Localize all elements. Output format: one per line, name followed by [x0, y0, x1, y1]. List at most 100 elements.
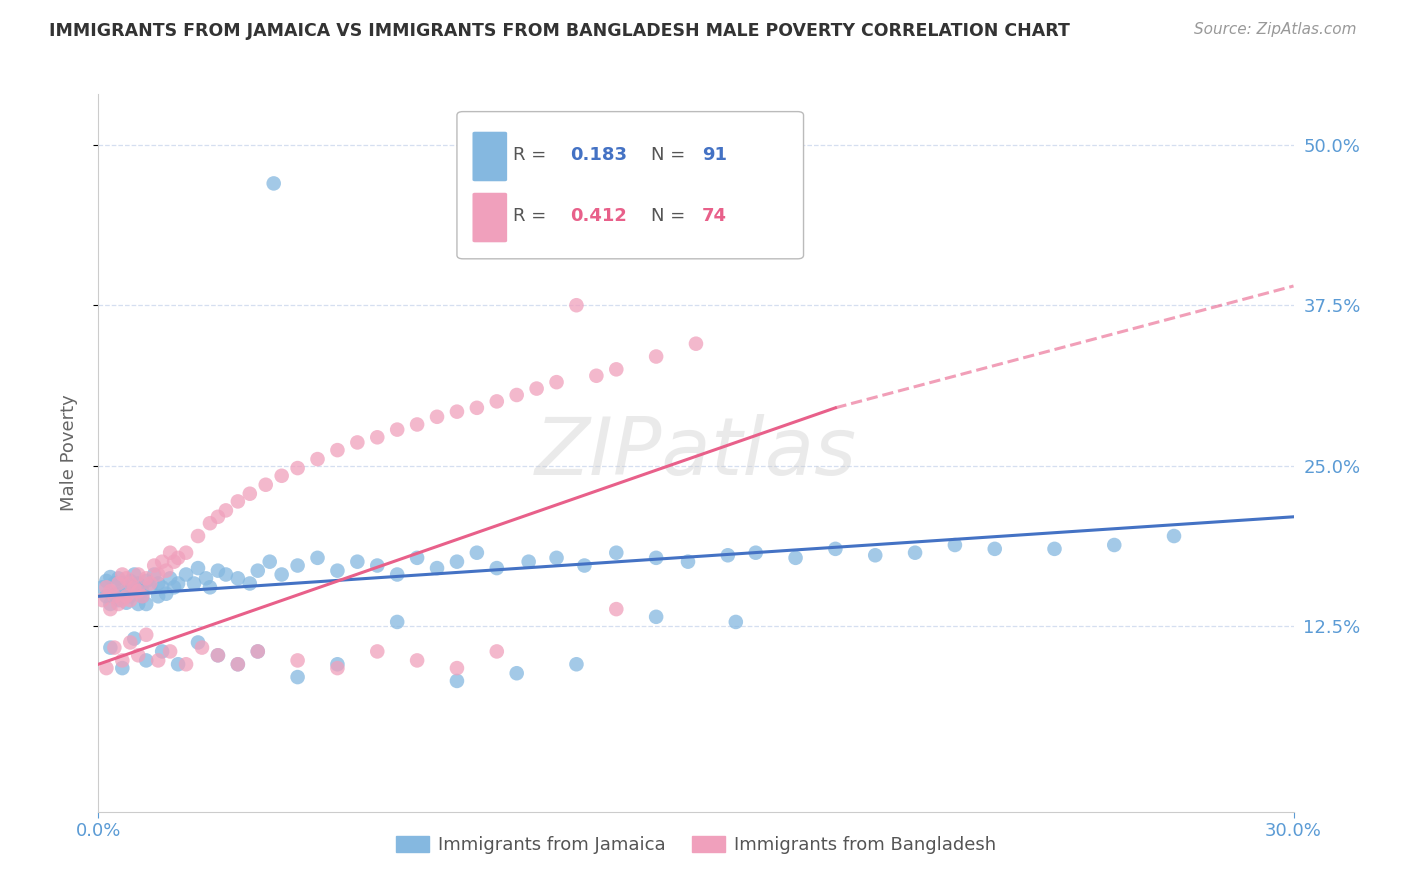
FancyBboxPatch shape: [457, 112, 804, 259]
Point: [98, 597, 122, 611]
Point: [406, 417, 429, 432]
Point: [406, 653, 429, 667]
Point: [287, 670, 309, 684]
Point: [465, 546, 488, 560]
Point: [143, 567, 166, 582]
Point: [127, 584, 149, 599]
Point: [239, 487, 262, 501]
Point: [645, 550, 668, 565]
Point: [605, 546, 627, 560]
Point: [111, 576, 134, 591]
Point: [239, 576, 262, 591]
Point: [745, 546, 768, 560]
Point: [187, 635, 209, 649]
Point: [326, 661, 349, 675]
Point: [111, 661, 134, 675]
Point: [131, 584, 153, 599]
Point: [254, 477, 277, 491]
Point: [943, 538, 966, 552]
Point: [131, 590, 153, 604]
Point: [174, 567, 197, 582]
Point: [174, 546, 197, 560]
Point: [111, 590, 134, 604]
Point: [207, 564, 229, 578]
Point: [446, 555, 468, 569]
Point: [585, 368, 607, 383]
Point: [226, 571, 249, 585]
Point: [120, 574, 142, 588]
Point: [135, 574, 157, 588]
Point: [226, 494, 249, 508]
Point: [517, 555, 540, 569]
Point: [103, 590, 125, 604]
Point: [263, 177, 285, 191]
Point: [1104, 538, 1126, 552]
FancyBboxPatch shape: [472, 193, 508, 243]
Point: [645, 350, 668, 364]
Text: IMMIGRANTS FROM JAMAICA VS IMMIGRANTS FROM BANGLADESH MALE POVERTY CORRELATION C: IMMIGRANTS FROM JAMAICA VS IMMIGRANTS FR…: [49, 22, 1070, 40]
Point: [127, 576, 149, 591]
Point: [148, 590, 170, 604]
Point: [526, 382, 548, 396]
Point: [96, 580, 118, 594]
Point: [565, 298, 588, 312]
Point: [785, 550, 807, 565]
Point: [98, 640, 122, 655]
Text: 91: 91: [702, 145, 727, 164]
Text: Source: ZipAtlas.com: Source: ZipAtlas.com: [1194, 22, 1357, 37]
Point: [91, 593, 114, 607]
Point: [115, 596, 138, 610]
Point: [91, 580, 114, 594]
Point: [246, 644, 269, 658]
Point: [824, 541, 846, 556]
Point: [120, 635, 142, 649]
Point: [187, 561, 209, 575]
Point: [139, 580, 162, 594]
Point: [167, 550, 190, 565]
Point: [246, 564, 269, 578]
Point: [346, 435, 368, 450]
Text: 0.412: 0.412: [571, 207, 627, 225]
Point: [1163, 529, 1185, 543]
FancyBboxPatch shape: [472, 132, 508, 181]
Point: [148, 653, 170, 667]
Text: 0.183: 0.183: [571, 145, 627, 164]
Point: [120, 593, 142, 607]
Point: [135, 653, 157, 667]
Point: [124, 580, 146, 594]
Point: [366, 644, 388, 658]
Point: [307, 452, 329, 467]
Point: [326, 564, 349, 578]
Point: [198, 580, 221, 594]
Point: [115, 590, 138, 604]
Point: [485, 644, 508, 658]
Point: [159, 571, 181, 585]
Point: [366, 430, 388, 444]
Point: [685, 336, 707, 351]
Point: [207, 648, 229, 663]
Text: N =: N =: [651, 145, 690, 164]
Point: [139, 576, 162, 591]
Point: [226, 657, 249, 672]
Point: [159, 644, 181, 658]
Point: [167, 576, 190, 591]
Point: [605, 362, 627, 376]
Point: [124, 567, 146, 582]
Point: [446, 405, 468, 419]
Point: [107, 593, 129, 607]
Point: [148, 576, 170, 591]
Point: [124, 580, 146, 594]
Point: [155, 587, 177, 601]
Point: [270, 567, 292, 582]
Point: [574, 558, 596, 573]
Point: [426, 561, 449, 575]
Point: [127, 648, 149, 663]
Y-axis label: Male Poverty: Male Poverty: [59, 394, 77, 511]
Point: [465, 401, 488, 415]
Point: [546, 375, 568, 389]
Point: [124, 632, 146, 646]
Point: [326, 443, 349, 458]
Point: [131, 590, 153, 604]
Point: [865, 548, 887, 563]
Point: [127, 567, 149, 582]
